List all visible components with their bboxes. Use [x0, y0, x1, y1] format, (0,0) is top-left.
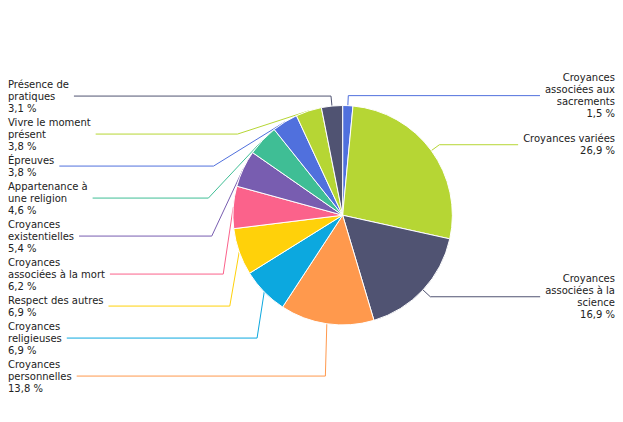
svg-text:6,2 %: 6,2 %: [8, 281, 37, 292]
svg-text:pratiques: pratiques: [8, 91, 55, 102]
svg-text:Croyances: Croyances: [8, 321, 60, 332]
svg-text:Croyances: Croyances: [8, 359, 60, 370]
svg-text:religieuses: religieuses: [8, 333, 62, 344]
svg-text:Croyances variées: Croyances variées: [523, 133, 615, 144]
svg-text:Vivre le moment: Vivre le moment: [8, 117, 91, 128]
svg-text:6,9 %: 6,9 %: [8, 307, 37, 318]
svg-text:Épreuves: Épreuves: [8, 154, 54, 166]
svg-text:4,6 %: 4,6 %: [8, 205, 37, 216]
svg-text:science: science: [577, 297, 615, 308]
svg-text:sacrements: sacrements: [557, 96, 615, 107]
svg-text:Croyances: Croyances: [563, 273, 615, 284]
svg-text:Croyances: Croyances: [8, 219, 60, 230]
svg-text:Croyances: Croyances: [563, 72, 615, 83]
svg-text:associées à la mort: associées à la mort: [8, 269, 105, 280]
svg-text:1,5 %: 1,5 %: [586, 108, 615, 119]
svg-text:13,8 %: 13,8 %: [8, 383, 43, 394]
svg-text:3,8 %: 3,8 %: [8, 167, 37, 178]
svg-text:Respect des autres: Respect des autres: [8, 295, 104, 306]
svg-text:personnelles: personnelles: [8, 371, 72, 382]
svg-text:5,4 %: 5,4 %: [8, 243, 37, 254]
svg-text:une religion: une religion: [8, 193, 67, 204]
svg-text:existentielles: existentielles: [8, 231, 74, 242]
svg-text:26,9 %: 26,9 %: [580, 145, 615, 156]
svg-text:Croyances: Croyances: [8, 257, 60, 268]
svg-text:associées aux: associées aux: [545, 84, 615, 95]
svg-text:3,8 %: 3,8 %: [8, 141, 37, 152]
svg-text:16,9 %: 16,9 %: [580, 309, 615, 320]
svg-text:3,1 %: 3,1 %: [8, 103, 37, 114]
svg-text:6,9 %: 6,9 %: [8, 345, 37, 356]
svg-text:associées à la: associées à la: [545, 285, 615, 296]
svg-text:présent: présent: [8, 129, 46, 140]
svg-text:Appartenance à: Appartenance à: [8, 181, 88, 192]
svg-text:Présence de: Présence de: [8, 79, 69, 90]
